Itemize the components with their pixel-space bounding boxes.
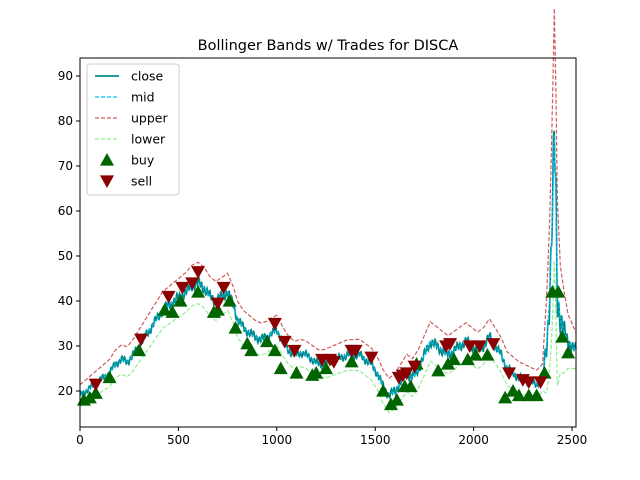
chart-title: Bollinger Bands w/ Trades for DISCA (198, 38, 459, 54)
sell-marker (533, 376, 548, 389)
series-lower-line (79, 260, 576, 414)
buy-marker (446, 352, 461, 366)
legend-close-label: close (131, 69, 164, 84)
buy-marker (259, 334, 274, 348)
sell-marker (462, 340, 477, 353)
plot-area (76, 8, 577, 414)
buy-marker (222, 294, 237, 307)
sell-marker (472, 340, 487, 353)
sell-marker (175, 281, 190, 295)
buy-marker (319, 361, 334, 375)
legend-buy-marker (100, 153, 114, 166)
buy-marker (431, 363, 446, 377)
y-tick-label: 90 (58, 69, 73, 83)
y-tick-label: 60 (58, 204, 73, 218)
buy-marker (460, 352, 475, 366)
buy-marker (344, 354, 359, 368)
x-tick-label: 0 (76, 433, 84, 447)
x-tick-label: 2500 (557, 433, 588, 447)
legend-sell-marker (100, 175, 114, 188)
x-tick-label: 1000 (262, 433, 293, 447)
sell-marker (88, 378, 103, 392)
buy-marker (132, 343, 147, 357)
sell-marker (348, 344, 363, 358)
sell-marker (486, 338, 501, 351)
buy-marker (480, 348, 495, 361)
buy-marker (173, 294, 188, 307)
buy-marker (511, 388, 526, 402)
sell-marker (191, 266, 206, 279)
buy-marker (88, 386, 103, 399)
buy-marker (403, 379, 418, 393)
legend-mid-label: mid (131, 90, 155, 105)
buy-marker (244, 343, 259, 357)
buy-marker (389, 393, 404, 406)
buy-marker (157, 303, 172, 316)
buy-marker (267, 343, 282, 357)
sell-marker (364, 351, 379, 365)
sell-marker (407, 360, 422, 374)
x-tick-label: 500 (167, 433, 190, 447)
buy-marker (555, 330, 570, 343)
legend-lower-label: lower (131, 132, 166, 147)
x-tick-label: 2000 (458, 433, 489, 447)
sell-marker (326, 356, 341, 369)
y-tick-label: 40 (58, 294, 73, 308)
sell-marker (216, 281, 231, 295)
buy-marker (273, 361, 288, 375)
buy-marker (165, 305, 180, 318)
y-tick-label: 80 (58, 114, 73, 128)
y-tick-label: 20 (58, 384, 73, 398)
sell-marker (161, 290, 176, 304)
buy-marker (309, 366, 324, 379)
axes-frame (79, 57, 577, 428)
legend: close mid upper lower buy sell (86, 63, 180, 196)
sell-marker (521, 376, 536, 389)
sell-marker (443, 338, 458, 351)
y-tick-label: 30 (58, 339, 73, 353)
legend-buy-label: buy (131, 153, 155, 168)
buy-marker (561, 345, 576, 359)
y-tick-label: 50 (58, 249, 73, 263)
buy-marker (289, 366, 304, 379)
buy-marker (191, 285, 206, 298)
sell-marker (185, 277, 200, 290)
sell-marker (210, 297, 225, 311)
y-tick-label: 70 (58, 159, 73, 173)
sell-marker (502, 367, 517, 380)
legend-upper-label: upper (131, 111, 168, 126)
buy-marker (376, 384, 391, 397)
buy-marker (228, 321, 243, 334)
buy-marker (551, 285, 566, 298)
sell-marker (134, 333, 149, 347)
sell-marker (399, 367, 414, 380)
x-tick-label: 1500 (360, 433, 391, 447)
buy-marker (529, 388, 544, 402)
sell-marker (267, 317, 282, 331)
buy-marker (498, 390, 513, 404)
sell-marker (287, 344, 302, 358)
buy-marker (537, 366, 552, 379)
axes: 0 500 1000 1500 2000 2500 20 30 40 50 60 70 80 90 (58, 57, 588, 447)
buy-marker (468, 348, 483, 361)
legend-sell-label: sell (131, 174, 152, 189)
buy-marker (102, 370, 117, 384)
sell-marker (277, 335, 292, 349)
